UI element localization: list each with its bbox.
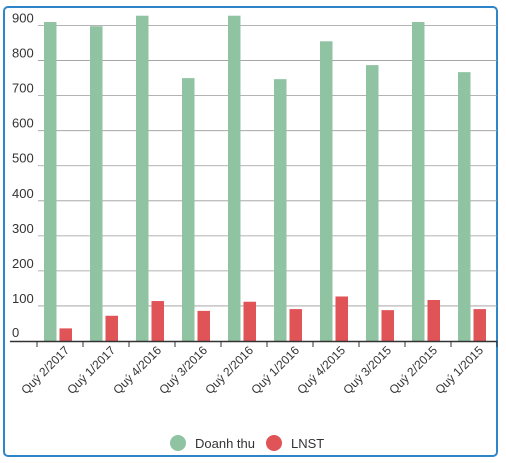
- legend-swatch: [266, 435, 282, 451]
- bar-doanh-thu: [458, 72, 471, 342]
- bar-doanh-thu: [274, 79, 287, 341]
- y-tick-label: 900: [12, 11, 34, 26]
- bar-doanh-thu: [44, 22, 57, 341]
- legend-label: LNST: [291, 436, 324, 451]
- y-tick-label: 0: [12, 325, 19, 340]
- bar-doanh-thu: [228, 15, 241, 342]
- legend-swatch: [170, 435, 186, 451]
- bar-lnst: [151, 301, 164, 341]
- bar-lnst: [59, 328, 72, 341]
- bar-lnst: [427, 299, 440, 341]
- bar-doanh-thu: [136, 15, 149, 342]
- bar-doanh-thu: [412, 22, 425, 341]
- bar-lnst: [243, 301, 256, 341]
- y-tick-label: 400: [12, 186, 34, 201]
- bar-lnst: [473, 309, 486, 341]
- y-tick-label: 200: [12, 256, 34, 271]
- gridlines: [38, 25, 497, 307]
- x-tick-label: Quý 2/2017: [18, 343, 72, 397]
- legend: Doanh thu LNST: [170, 435, 324, 451]
- y-tick-label: 500: [12, 151, 34, 166]
- bar-doanh-thu: [320, 41, 333, 342]
- bar-lnst: [335, 296, 348, 341]
- x-tick-label: Quý 1/2016: [248, 343, 302, 397]
- x-tick-label: Quý 2/2015: [386, 343, 440, 397]
- y-tick-label: 300: [12, 221, 34, 236]
- y-tick-label: 800: [12, 46, 34, 61]
- bar-doanh-thu: [90, 26, 103, 342]
- x-tick-label: Quý 2/2016: [202, 343, 256, 397]
- bar-doanh-thu: [366, 65, 379, 341]
- x-tick-label: Quý 3/2016: [156, 343, 210, 397]
- legend-label: Doanh thu: [195, 436, 255, 451]
- bar-doanh-thu: [182, 78, 195, 342]
- bar-lnst: [105, 315, 118, 341]
- bar-lnst: [197, 310, 210, 341]
- y-tick-label: 100: [12, 291, 34, 306]
- x-tick-label: Quý 4/2015: [294, 343, 348, 397]
- bar-lnst: [381, 310, 394, 341]
- y-axis-ticks: 0 100 200 300 400 500 600 700 800 900: [12, 11, 34, 340]
- bar-lnst: [289, 309, 302, 341]
- x-axis: [10, 340, 498, 347]
- x-tick-label: Quý 1/2015: [432, 343, 486, 397]
- bar-series: [44, 15, 486, 342]
- y-tick-label: 600: [12, 116, 34, 131]
- y-tick-label: 700: [12, 81, 34, 96]
- x-tick-label: Quý 3/2015: [340, 343, 394, 397]
- x-tick-label: Quý 1/2017: [64, 343, 118, 397]
- x-tick-label: Quý 4/2016: [110, 343, 164, 397]
